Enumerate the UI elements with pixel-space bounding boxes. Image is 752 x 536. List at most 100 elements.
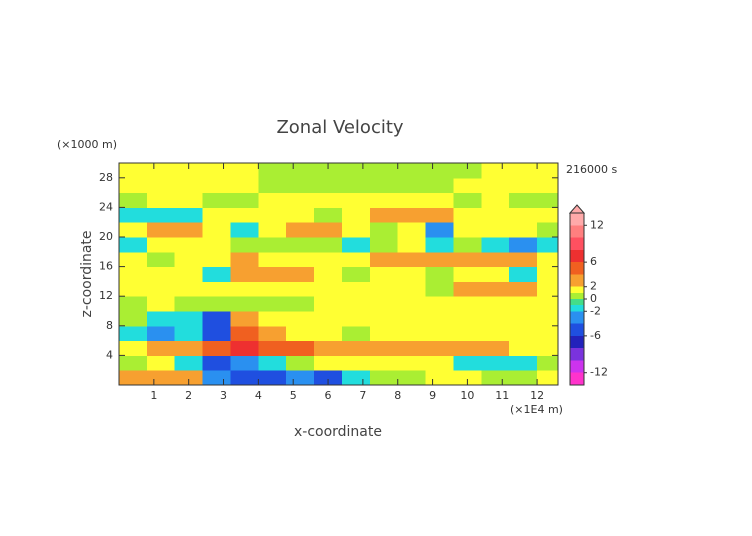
cell (230, 325, 259, 342)
y-axis-label: z-coordinate (79, 230, 95, 317)
cell (230, 192, 259, 208)
cell (341, 222, 371, 238)
y-tick-label: 4 (106, 348, 113, 361)
cell (202, 296, 231, 312)
cell (397, 355, 427, 371)
cell (397, 222, 427, 238)
cell (119, 296, 148, 312)
cell (481, 207, 510, 223)
cell (509, 251, 538, 268)
cell (202, 340, 231, 356)
cell (202, 266, 231, 282)
cell (286, 281, 315, 297)
cell (397, 163, 427, 179)
cell (481, 251, 510, 268)
colorbar-band (570, 311, 584, 324)
cell (230, 311, 259, 327)
cell (230, 281, 259, 297)
cell (397, 237, 427, 253)
cell (146, 177, 176, 194)
cell (341, 266, 371, 282)
cell (425, 311, 454, 327)
cell (537, 222, 559, 238)
cell (314, 177, 343, 194)
cell (174, 325, 204, 342)
cell (174, 296, 204, 312)
cell (230, 251, 259, 268)
cell (314, 340, 343, 356)
cell (453, 340, 482, 356)
cell (453, 355, 482, 371)
cell (286, 251, 315, 268)
cell (202, 207, 231, 223)
cell (286, 325, 315, 342)
cell (146, 222, 176, 238)
cell (174, 207, 204, 223)
cell (425, 296, 454, 312)
cell (314, 355, 343, 371)
cell (286, 207, 315, 223)
cell (146, 163, 176, 179)
cell (453, 311, 482, 327)
colorbar-band (570, 262, 584, 275)
cell (509, 177, 538, 194)
cell (397, 266, 427, 282)
cell (286, 163, 315, 179)
cell (397, 192, 427, 208)
x-tick-label: 10 (460, 389, 474, 402)
cell (509, 207, 538, 223)
cell (453, 177, 482, 194)
cell (174, 251, 204, 268)
colorbar-tick-label: 2 (590, 280, 597, 293)
cell (341, 177, 371, 194)
cell (369, 163, 399, 179)
cell (509, 222, 538, 238)
cell (202, 325, 231, 342)
y-tick-label: 8 (106, 319, 113, 332)
colorbar-band (570, 286, 584, 293)
cell (369, 325, 399, 342)
cell (146, 370, 176, 386)
cell (119, 251, 148, 268)
cell (425, 355, 454, 371)
cell (369, 281, 399, 297)
cell (341, 207, 371, 223)
x-tick-label: 4 (255, 389, 262, 402)
cell (425, 207, 454, 223)
cell (314, 266, 343, 282)
cell (146, 311, 176, 327)
cell (174, 222, 204, 238)
cell (537, 296, 559, 312)
cell (119, 207, 148, 223)
y-tick-label: 28 (99, 171, 113, 184)
x-tick-label: 1 (150, 389, 157, 402)
cell (146, 237, 176, 253)
cell (453, 163, 482, 179)
cell (286, 355, 315, 371)
cell (286, 340, 315, 356)
colorbar-band (570, 372, 584, 385)
colorbar-tick-label: 12 (590, 218, 604, 231)
cell (230, 237, 259, 253)
cell (174, 266, 204, 282)
cell (119, 281, 148, 297)
cell (286, 192, 315, 208)
cell (202, 163, 231, 179)
cell (230, 222, 259, 238)
cell (119, 311, 148, 327)
cell (369, 340, 399, 356)
cell (202, 222, 231, 238)
cell (174, 311, 204, 327)
cell (397, 311, 427, 327)
cell (537, 192, 559, 208)
cell (202, 311, 231, 327)
cell (258, 355, 287, 371)
cell (146, 296, 176, 312)
cell (369, 370, 399, 386)
cell (369, 266, 399, 282)
cell (537, 340, 559, 356)
cell (481, 355, 510, 371)
cell (537, 370, 559, 386)
x-tick-label: 5 (290, 389, 297, 402)
cell (509, 311, 538, 327)
